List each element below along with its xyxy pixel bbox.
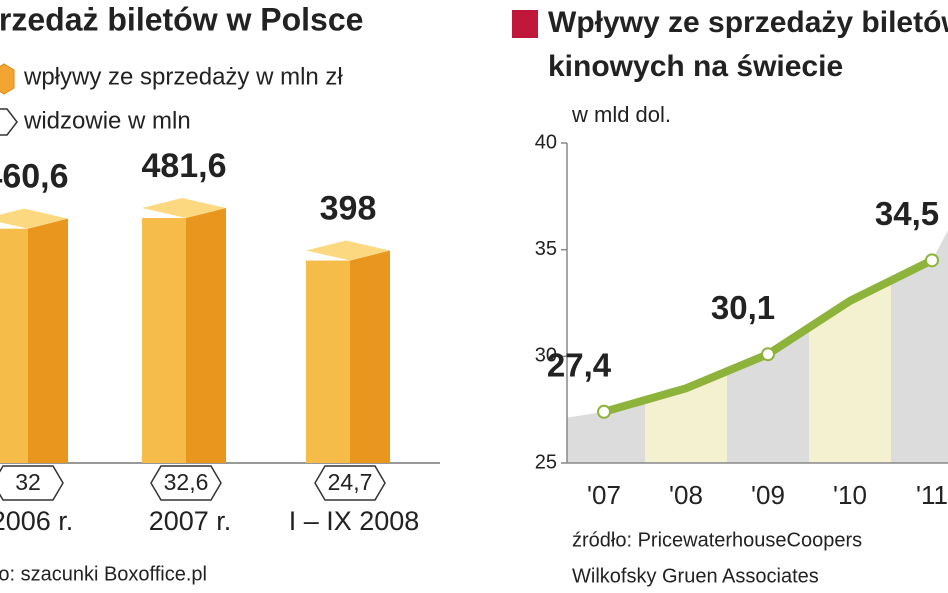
bar-front	[306, 260, 350, 463]
value-label: 398	[320, 190, 377, 228]
legend-marker	[0, 63, 15, 95]
point	[597, 404, 611, 419]
viewers-marker	[150, 465, 222, 501]
value-label: 481,6	[141, 147, 226, 185]
x-tick-label: 2007 r.	[149, 506, 232, 536]
band	[891, 230, 948, 463]
viewers-label: 32,6	[164, 469, 209, 495]
bar-top	[306, 240, 390, 261]
value-label: 460,6	[0, 158, 69, 196]
bar-side	[350, 250, 390, 463]
band	[567, 230, 587, 463]
source: źródło: szacunki Boxoffice.pl	[0, 563, 207, 585]
chart-title: kinowych na świecie	[548, 50, 843, 83]
viewers-marker	[0, 465, 64, 501]
chart-title: Wpływy ze sprzedaży biletów	[548, 6, 948, 39]
legend-label: wpływy ze sprzedaży w mln zł	[23, 63, 343, 90]
point	[761, 347, 775, 362]
y-tick-label: 30	[535, 345, 557, 367]
value-label: 34,5	[875, 195, 939, 232]
y-tick-label: 35	[535, 238, 557, 260]
source: źródło: PricewaterhouseCoopers	[572, 529, 862, 551]
legend-marker	[0, 108, 18, 136]
bar-side	[28, 218, 68, 463]
source: Wilkofsky Gruen Associates	[572, 565, 819, 587]
value-label: 27,4	[547, 347, 612, 384]
viewers-label: 32	[15, 469, 41, 495]
y-tick-label: 40	[535, 131, 557, 153]
bar-top	[142, 198, 226, 218]
y-tick-label: 25	[535, 451, 557, 473]
bar-top	[0, 208, 68, 229]
point	[925, 253, 939, 268]
bar	[142, 198, 226, 463]
subtitle: w mld dol.	[571, 102, 671, 127]
x-tick-label: '11	[916, 480, 948, 510]
legend-label: widzowie w mln	[23, 107, 191, 134]
title-marker	[512, 10, 538, 38]
bar	[0, 208, 68, 463]
viewers-marker	[314, 465, 386, 501]
bar-front	[0, 228, 28, 463]
x-tick-label: '08	[669, 480, 703, 510]
x-tick-label: '09	[751, 480, 785, 510]
bar	[306, 240, 390, 463]
x-tick-label: '10	[833, 480, 867, 510]
x-tick-label: I – IX 2008	[289, 506, 420, 536]
x-tick-label: '07	[587, 480, 621, 510]
bar-front	[142, 218, 186, 463]
value-label: 30,1	[711, 289, 775, 326]
viewers-label: 24,7	[328, 469, 373, 495]
chart-title: Sprzedaż biletów w Polsce	[0, 1, 363, 37]
bar-side	[186, 208, 226, 463]
